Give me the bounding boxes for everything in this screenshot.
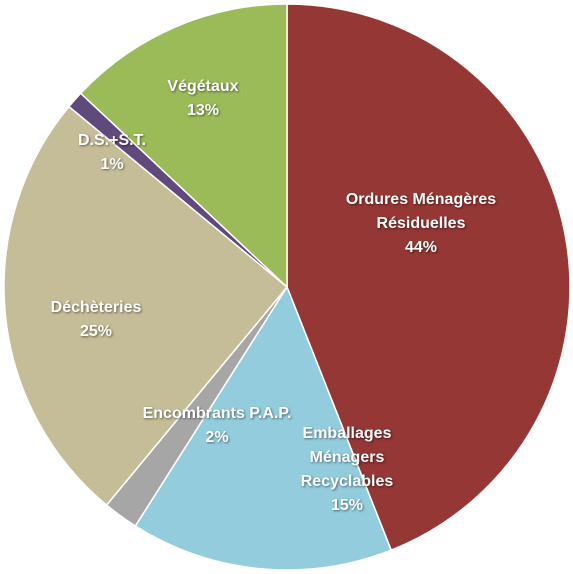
category-label: Ordures Ménagères Résiduelles [345, 191, 497, 232]
slice-label: Emballages Ménagers Recyclables 15% [285, 422, 410, 518]
category-label: Déchèteries [50, 299, 142, 316]
slice-label: Déchèteries 25% [51, 296, 142, 344]
value-label: 13% [186, 102, 220, 119]
value-label: 25% [79, 323, 113, 340]
category-label: Emballages Ménagers Recyclables [300, 425, 394, 490]
value-label: 2% [205, 429, 229, 446]
slice-label: Encombrants P.A.P. 2% [143, 402, 292, 450]
value-label: 15% [330, 497, 364, 514]
slice-label: Végétaux 13% [167, 75, 238, 123]
value-label: 1% [100, 156, 124, 173]
category-label: D.S.+S.T. [77, 132, 147, 149]
slice-label: Ordures Ménagères Résiduelles 44% [321, 188, 521, 260]
value-label: 44% [404, 239, 438, 256]
pie-slice [286, 3, 571, 552]
category-label: Végétaux [167, 78, 239, 95]
pie-slice [79, 3, 288, 289]
pie-slice [3, 105, 289, 507]
slice-label: D.S.+S.T. 1% [78, 129, 146, 177]
pie-slice [134, 285, 393, 571]
category-label: Encombrants P.A.P. [142, 405, 292, 422]
